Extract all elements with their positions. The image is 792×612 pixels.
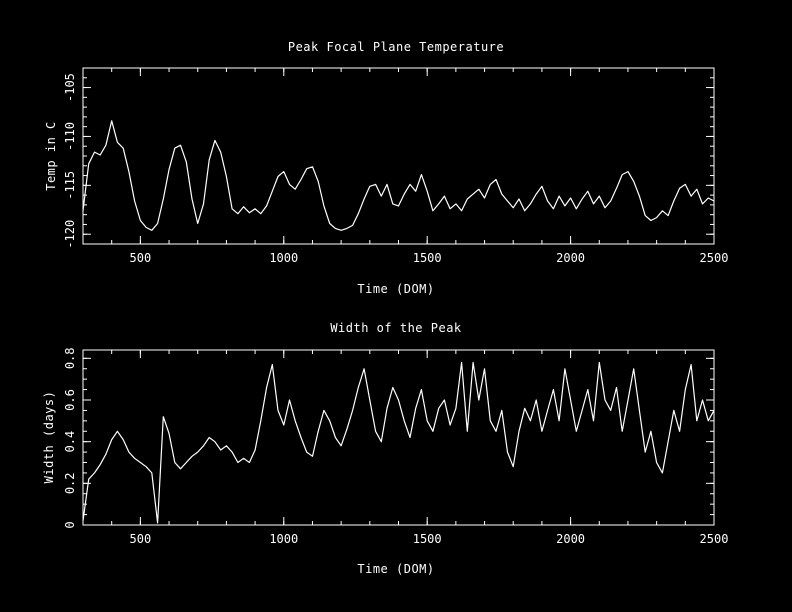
ytick-label: 0	[63, 521, 77, 528]
ytick-label: 0.8	[63, 347, 77, 369]
xtick-label: 500	[130, 251, 152, 265]
chart1-xaxis-label: Time (DOM)	[357, 282, 435, 296]
temperature-series-line	[82, 120, 715, 231]
chart2-title: Width of the Peak	[330, 321, 462, 335]
ytick-label: 0.4	[63, 431, 77, 453]
ytick-label: -120	[63, 220, 77, 249]
chart2-xaxis-label: Time (DOM)	[357, 562, 435, 576]
width-series-line	[82, 361, 715, 524]
xtick-label: 1500	[413, 251, 442, 265]
chart1-title: Peak Focal Plane Temperature	[287, 40, 505, 54]
xtick-label: 2000	[556, 251, 585, 265]
ytick-label: -115	[63, 171, 77, 200]
xtick-label: 2500	[700, 532, 729, 546]
xtick-label: 1000	[269, 251, 298, 265]
chart2-yaxis-label: Width (days)	[42, 390, 56, 484]
xtick-label: 500	[130, 532, 152, 546]
xtick-label: 1000	[269, 532, 298, 546]
ytick-label: 0.2	[63, 472, 77, 494]
xtick-label: 2500	[700, 251, 729, 265]
ytick-label: -110	[63, 122, 77, 151]
xtick-label: 2000	[556, 532, 585, 546]
ytick-label: 0.6	[63, 389, 77, 411]
ytick-label: -105	[63, 73, 77, 102]
chart1-yaxis-label: Temp in C	[44, 121, 58, 191]
xtick-label: 1500	[413, 532, 442, 546]
